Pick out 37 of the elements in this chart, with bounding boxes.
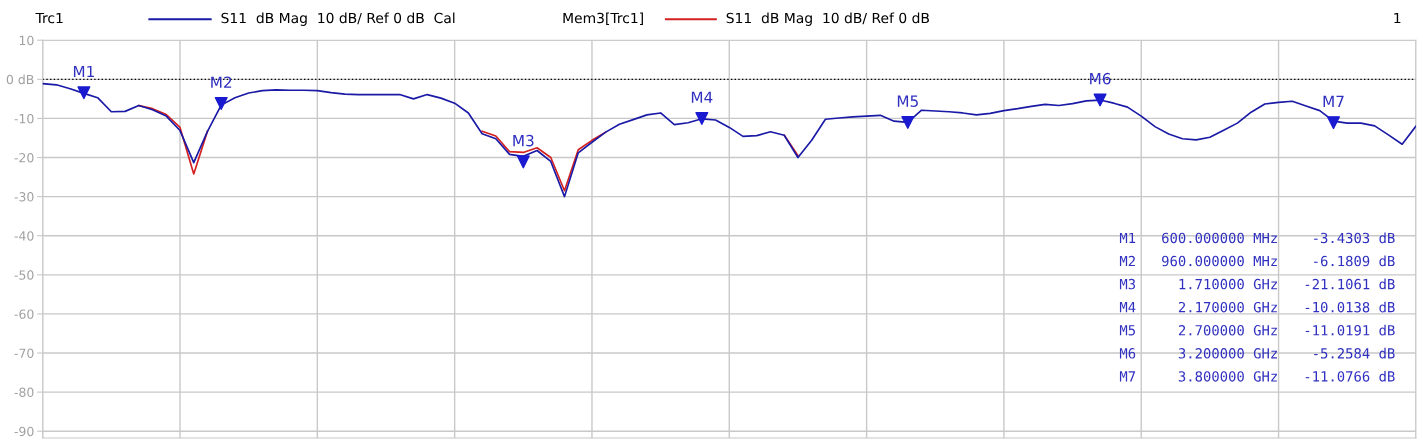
- annotation: M6 3.200000 GHz -5.2584 dB: [1119, 347, 1395, 359]
- y-tick-label: 0 dB: [6, 74, 34, 85]
- legend-label: S11 dB Mag 10 dB/ Ref 0 dB: [726, 12, 929, 26]
- legend-label: S11 dB Mag 10 dB/ Ref 0 dB Cal: [221, 12, 455, 26]
- y-tick-label: 10: [19, 35, 34, 46]
- annotation: M4: [691, 91, 713, 103]
- y-tick-label: -20: [14, 153, 34, 163]
- annotation: M2: [211, 76, 232, 88]
- y-tick-label: -90: [14, 426, 34, 437]
- text: Mem3[Trc1]: [563, 12, 643, 25]
- y-tick-label: -40: [14, 231, 34, 241]
- point: [695, 111, 709, 125]
- annotation: M4 2.170000 GHz -10.0138 dB: [1119, 301, 1395, 313]
- y-tick-label: -50: [14, 270, 34, 280]
- text: Trc1: [35, 12, 63, 24]
- annotation: M3: [513, 134, 534, 147]
- point: [77, 86, 91, 100]
- y-tick-label: -60: [14, 309, 34, 319]
- y-tick-label: -10: [14, 113, 34, 124]
- annotation: M7 3.800000 GHz -11.0766 dB: [1119, 370, 1395, 382]
- annotation: M3 1.710000 GHz -21.1061 dB: [1119, 278, 1395, 290]
- point: [1093, 93, 1107, 107]
- y-tick-label: -70: [14, 348, 34, 358]
- point: [214, 96, 228, 111]
- annotation: M2 960.000000 MHz -6.1809 dB: [1119, 255, 1395, 267]
- y-tick-label: -80: [14, 387, 34, 398]
- y-tick-label: -30: [14, 192, 34, 202]
- annotation: M5: [897, 95, 918, 107]
- annotation: M1: [73, 65, 94, 78]
- annotation: M6: [1090, 72, 1111, 85]
- point: [516, 155, 530, 169]
- point: [1326, 116, 1340, 130]
- annotation: M5 2.700000 GHz -11.0191 dB: [1119, 324, 1395, 336]
- annotation: M1 600.000000 MHz -3.4303 dB: [1119, 232, 1395, 244]
- text: 1: [1394, 12, 1401, 24]
- point: [901, 115, 915, 129]
- annotation: M7: [1323, 95, 1344, 107]
